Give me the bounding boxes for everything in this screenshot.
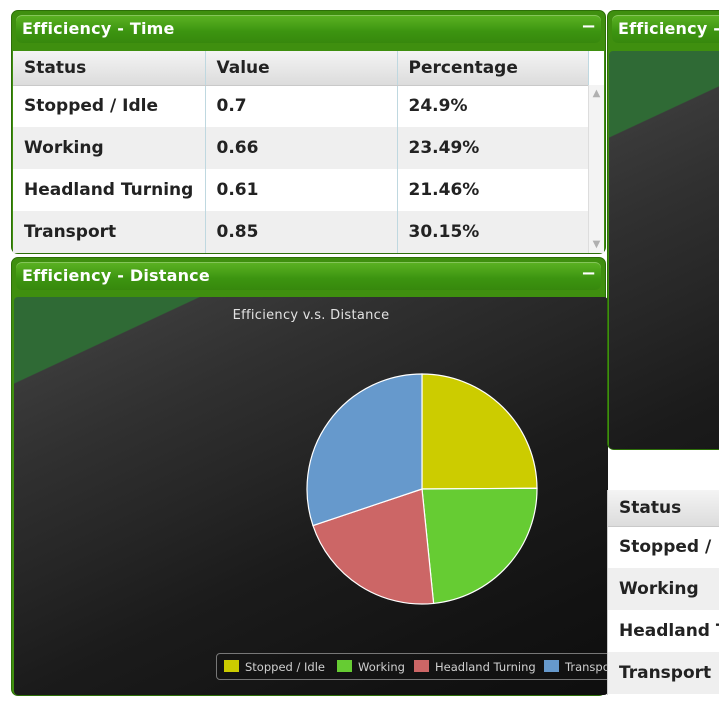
legend-item-transport[interactable]: Transport <box>544 660 608 674</box>
cell-status: Working <box>608 568 719 610</box>
cell-status: Working <box>13 127 206 169</box>
cell-value: 0.7 <box>205 85 398 127</box>
table-row[interactable]: Transport 0.85 30.15% <box>13 211 589 253</box>
right-table-panel: Status Stopped / Working Headland T Tran… <box>607 490 719 695</box>
cell-percentage: 24.9% <box>397 85 589 127</box>
table-row[interactable]: Stopped / <box>608 526 719 568</box>
cell-status: Headland Turning <box>13 169 206 211</box>
table-row[interactable]: Transport <box>608 652 719 694</box>
column-header-status[interactable]: Status <box>608 490 719 527</box>
table-row[interactable]: Headland Turning 0.61 21.46% <box>13 169 589 211</box>
legend-swatch-headland <box>414 660 429 672</box>
cell-percentage: 23.49% <box>397 127 589 169</box>
time-grid: Status Value Percentage Stopped / Idle 0… <box>13 51 604 253</box>
cell-status: Transport <box>13 211 206 253</box>
legend-swatch-working <box>337 660 352 672</box>
time-table: Status Value Percentage Stopped / Idle 0… <box>13 51 589 253</box>
chart-legend: Stopped / Idle Working Headland Turning … <box>216 653 608 680</box>
time-panel-collapse-icon[interactable]: − <box>581 16 597 37</box>
cell-percentage: 21.46% <box>397 169 589 211</box>
right-table: Status Stopped / Working Headland T Tran… <box>608 490 719 694</box>
cell-status: Headland T <box>608 610 719 652</box>
cell-value: 0.85 <box>205 211 398 253</box>
cell-status: Stopped / Idle <box>13 85 206 127</box>
table-row[interactable]: Headland T <box>608 610 719 652</box>
legend-label: Transport <box>565 660 608 674</box>
column-header-status[interactable]: Status <box>13 51 206 86</box>
pie-slice-stopped[interactable] <box>421 373 538 490</box>
right-panel-header[interactable]: Efficiency - <box>612 15 719 43</box>
pie-slice-transport[interactable] <box>306 373 423 527</box>
right-panel-title: Efficiency - <box>618 19 719 38</box>
column-header-value[interactable]: Value <box>205 51 398 86</box>
cell-percentage: 30.15% <box>397 211 589 253</box>
legend-label: Stopped / Idle <box>245 660 325 674</box>
legend-label: Headland Turning <box>435 660 536 674</box>
right-panel: Efficiency - <box>607 10 719 450</box>
distance-panel: Efficiency - Distance − Efficiency v.s. … <box>11 257 608 696</box>
distance-panel-collapse-icon[interactable]: − <box>581 263 597 284</box>
pie-chart: Efficiency v.s. Distance Stopped / Idle … <box>14 297 608 695</box>
time-panel-header[interactable]: Efficiency - Time − <box>16 15 601 43</box>
legend-label: Working <box>358 660 405 674</box>
pie-slice-headland[interactable] <box>312 488 435 605</box>
column-header-percentage[interactable]: Percentage <box>397 51 589 86</box>
cell-value: 0.61 <box>205 169 398 211</box>
legend-swatch-stopped <box>224 660 239 672</box>
pie-slice-working[interactable] <box>421 487 538 605</box>
legend-item-headland[interactable]: Headland Turning <box>414 660 536 674</box>
table-row[interactable]: Stopped / Idle 0.7 24.9% <box>13 85 589 127</box>
table-row[interactable]: Working 0.66 23.49% <box>13 127 589 169</box>
time-table-header-row: Status Value Percentage <box>13 51 589 86</box>
cell-value: 0.66 <box>205 127 398 169</box>
scroll-up-icon[interactable]: ▲ <box>592 88 601 99</box>
scroll-down-icon[interactable]: ▼ <box>592 239 601 250</box>
legend-item-stopped[interactable]: Stopped / Idle <box>224 660 325 674</box>
time-panel: Efficiency - Time − Status Value Percent… <box>11 10 606 254</box>
cell-status: Transport <box>608 652 719 694</box>
time-grid-scrollbar[interactable]: ▲ ▼ <box>588 85 604 253</box>
distance-panel-title: Efficiency - Distance <box>22 266 210 285</box>
legend-swatch-transport <box>544 660 559 672</box>
time-panel-title: Efficiency - Time <box>22 19 175 38</box>
right-chart-area <box>609 51 719 449</box>
table-row[interactable]: Working <box>608 568 719 610</box>
legend-item-working[interactable]: Working <box>337 660 405 674</box>
cell-status: Stopped / <box>608 526 719 568</box>
distance-panel-header[interactable]: Efficiency - Distance − <box>16 262 601 290</box>
chart-title: Efficiency v.s. Distance <box>232 308 390 323</box>
pie-chart-svg <box>306 373 538 605</box>
right-table-header-row: Status <box>608 490 719 527</box>
